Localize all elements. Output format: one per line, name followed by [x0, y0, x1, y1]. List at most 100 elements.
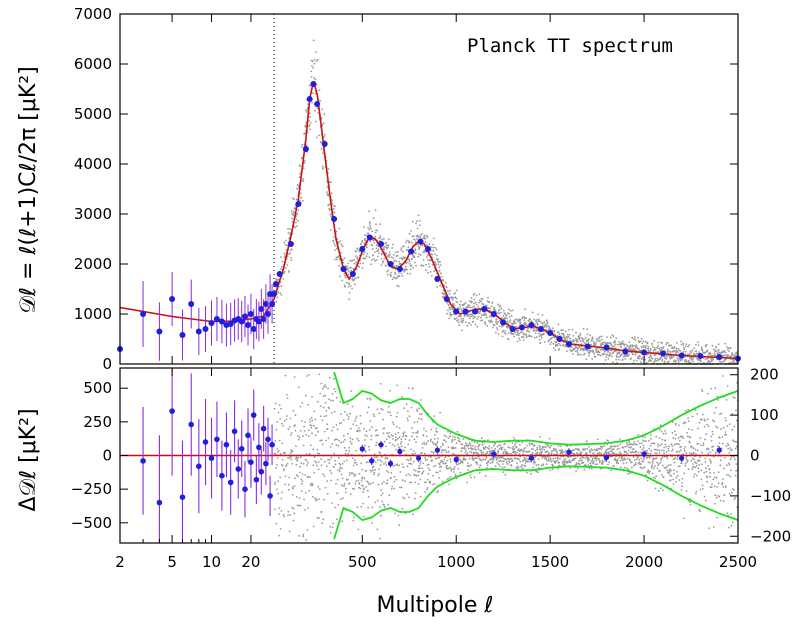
- scatter-point: [679, 359, 682, 361]
- scatter-point: [716, 395, 719, 398]
- scatter-point: [376, 255, 379, 258]
- scatter-point: [387, 435, 390, 437]
- scatter-point: [349, 493, 352, 496]
- scatter-point: [496, 323, 498, 326]
- scatter-point: [435, 427, 438, 430]
- scatter-point: [407, 419, 409, 422]
- scatter-point: [732, 353, 735, 356]
- scatter-point: [333, 211, 336, 214]
- scatter-point: [698, 421, 701, 424]
- scatter-point: [312, 448, 315, 451]
- scatter-point: [371, 244, 374, 247]
- scatter-point: [362, 516, 365, 518]
- data-point: [490, 311, 497, 317]
- scatter-point: [410, 230, 413, 232]
- scatter-point: [571, 346, 573, 349]
- scatter-point: [421, 471, 424, 474]
- scatter-point: [587, 349, 589, 352]
- scatter-point: [275, 453, 277, 456]
- scatter-point: [527, 329, 529, 332]
- scatter-point: [707, 465, 710, 467]
- scatter-point: [391, 443, 394, 446]
- scatter-point: [561, 329, 564, 331]
- scatter-point: [641, 357, 644, 359]
- scatter-point: [576, 467, 579, 470]
- scatter-point: [449, 432, 452, 434]
- scatter-point: [327, 458, 329, 461]
- scatter-point: [700, 478, 703, 481]
- scatter-point: [337, 504, 340, 506]
- scatter-point: [575, 463, 578, 466]
- scatter-point: [526, 324, 529, 326]
- data-point: [472, 308, 478, 315]
- scatter-point: [405, 403, 408, 406]
- scatter-point: [555, 450, 558, 453]
- scatter-point: [534, 449, 537, 452]
- scatter-point: [400, 247, 403, 250]
- scatter-point: [656, 449, 659, 451]
- scatter-point: [420, 399, 422, 401]
- scatter-point: [694, 448, 697, 451]
- scatter-point: [485, 316, 488, 319]
- scatter-point: [692, 357, 695, 359]
- scatter-point: [356, 437, 359, 440]
- scatter-point: [367, 232, 370, 234]
- scatter-point: [538, 332, 540, 335]
- scatter-point: [476, 463, 479, 465]
- scatter-point: [695, 350, 698, 353]
- scatter-point: [676, 470, 678, 473]
- scatter-point: [530, 327, 532, 330]
- scatter-point: [599, 336, 601, 338]
- scatter-point: [425, 269, 427, 272]
- scatter-point: [439, 461, 442, 464]
- scatter-point: [449, 311, 452, 314]
- scatter-point: [631, 466, 633, 469]
- data-point: [349, 271, 356, 277]
- scatter-point: [400, 486, 403, 489]
- y-tick-label: 7000: [74, 5, 112, 23]
- scatter-point: [613, 345, 615, 348]
- scatter-point: [621, 358, 624, 361]
- scatter-point: [526, 444, 528, 447]
- scatter-point: [555, 341, 558, 343]
- scatter-point: [588, 354, 590, 357]
- scatter-point: [312, 39, 315, 42]
- scatter-point: [447, 437, 450, 440]
- scatter-point: [458, 324, 460, 326]
- y-tick-label: 1000: [74, 305, 112, 323]
- scatter-point: [371, 258, 373, 261]
- scatter-point: [648, 457, 651, 459]
- scatter-point: [707, 359, 710, 362]
- scatter-point: [596, 340, 598, 342]
- scatter-point: [698, 460, 701, 462]
- scatter-point: [605, 356, 608, 358]
- scatter-point: [298, 436, 301, 438]
- scatter-point: [628, 446, 630, 449]
- scatter-point: [666, 350, 669, 352]
- scatter-point: [607, 358, 610, 360]
- scatter-point: [660, 430, 663, 433]
- scatter-point: [704, 461, 707, 463]
- scatter-point: [512, 448, 515, 451]
- scatter-point: [395, 260, 398, 263]
- axes: 010002000300040005000600070005002500−250…: [71, 5, 791, 571]
- scatter-point: [524, 461, 527, 464]
- scatter-point: [506, 317, 508, 320]
- scatter-point: [600, 448, 603, 450]
- scatter-point: [401, 396, 403, 399]
- scatter-point: [701, 349, 704, 352]
- scatter-point: [354, 420, 356, 422]
- scatter-point: [368, 429, 371, 431]
- scatter-point: [379, 223, 382, 226]
- scatter-point: [582, 456, 585, 459]
- scatter-point: [469, 306, 472, 309]
- scatter-point: [609, 447, 612, 449]
- scatter-point: [424, 491, 427, 493]
- scatter-point: [446, 312, 448, 315]
- scatter-point: [509, 316, 511, 318]
- scatter-point: [582, 327, 585, 330]
- scatter-point: [464, 302, 467, 304]
- scatter-point: [393, 444, 396, 447]
- scatter-point: [519, 318, 522, 321]
- scatter-point: [707, 425, 710, 428]
